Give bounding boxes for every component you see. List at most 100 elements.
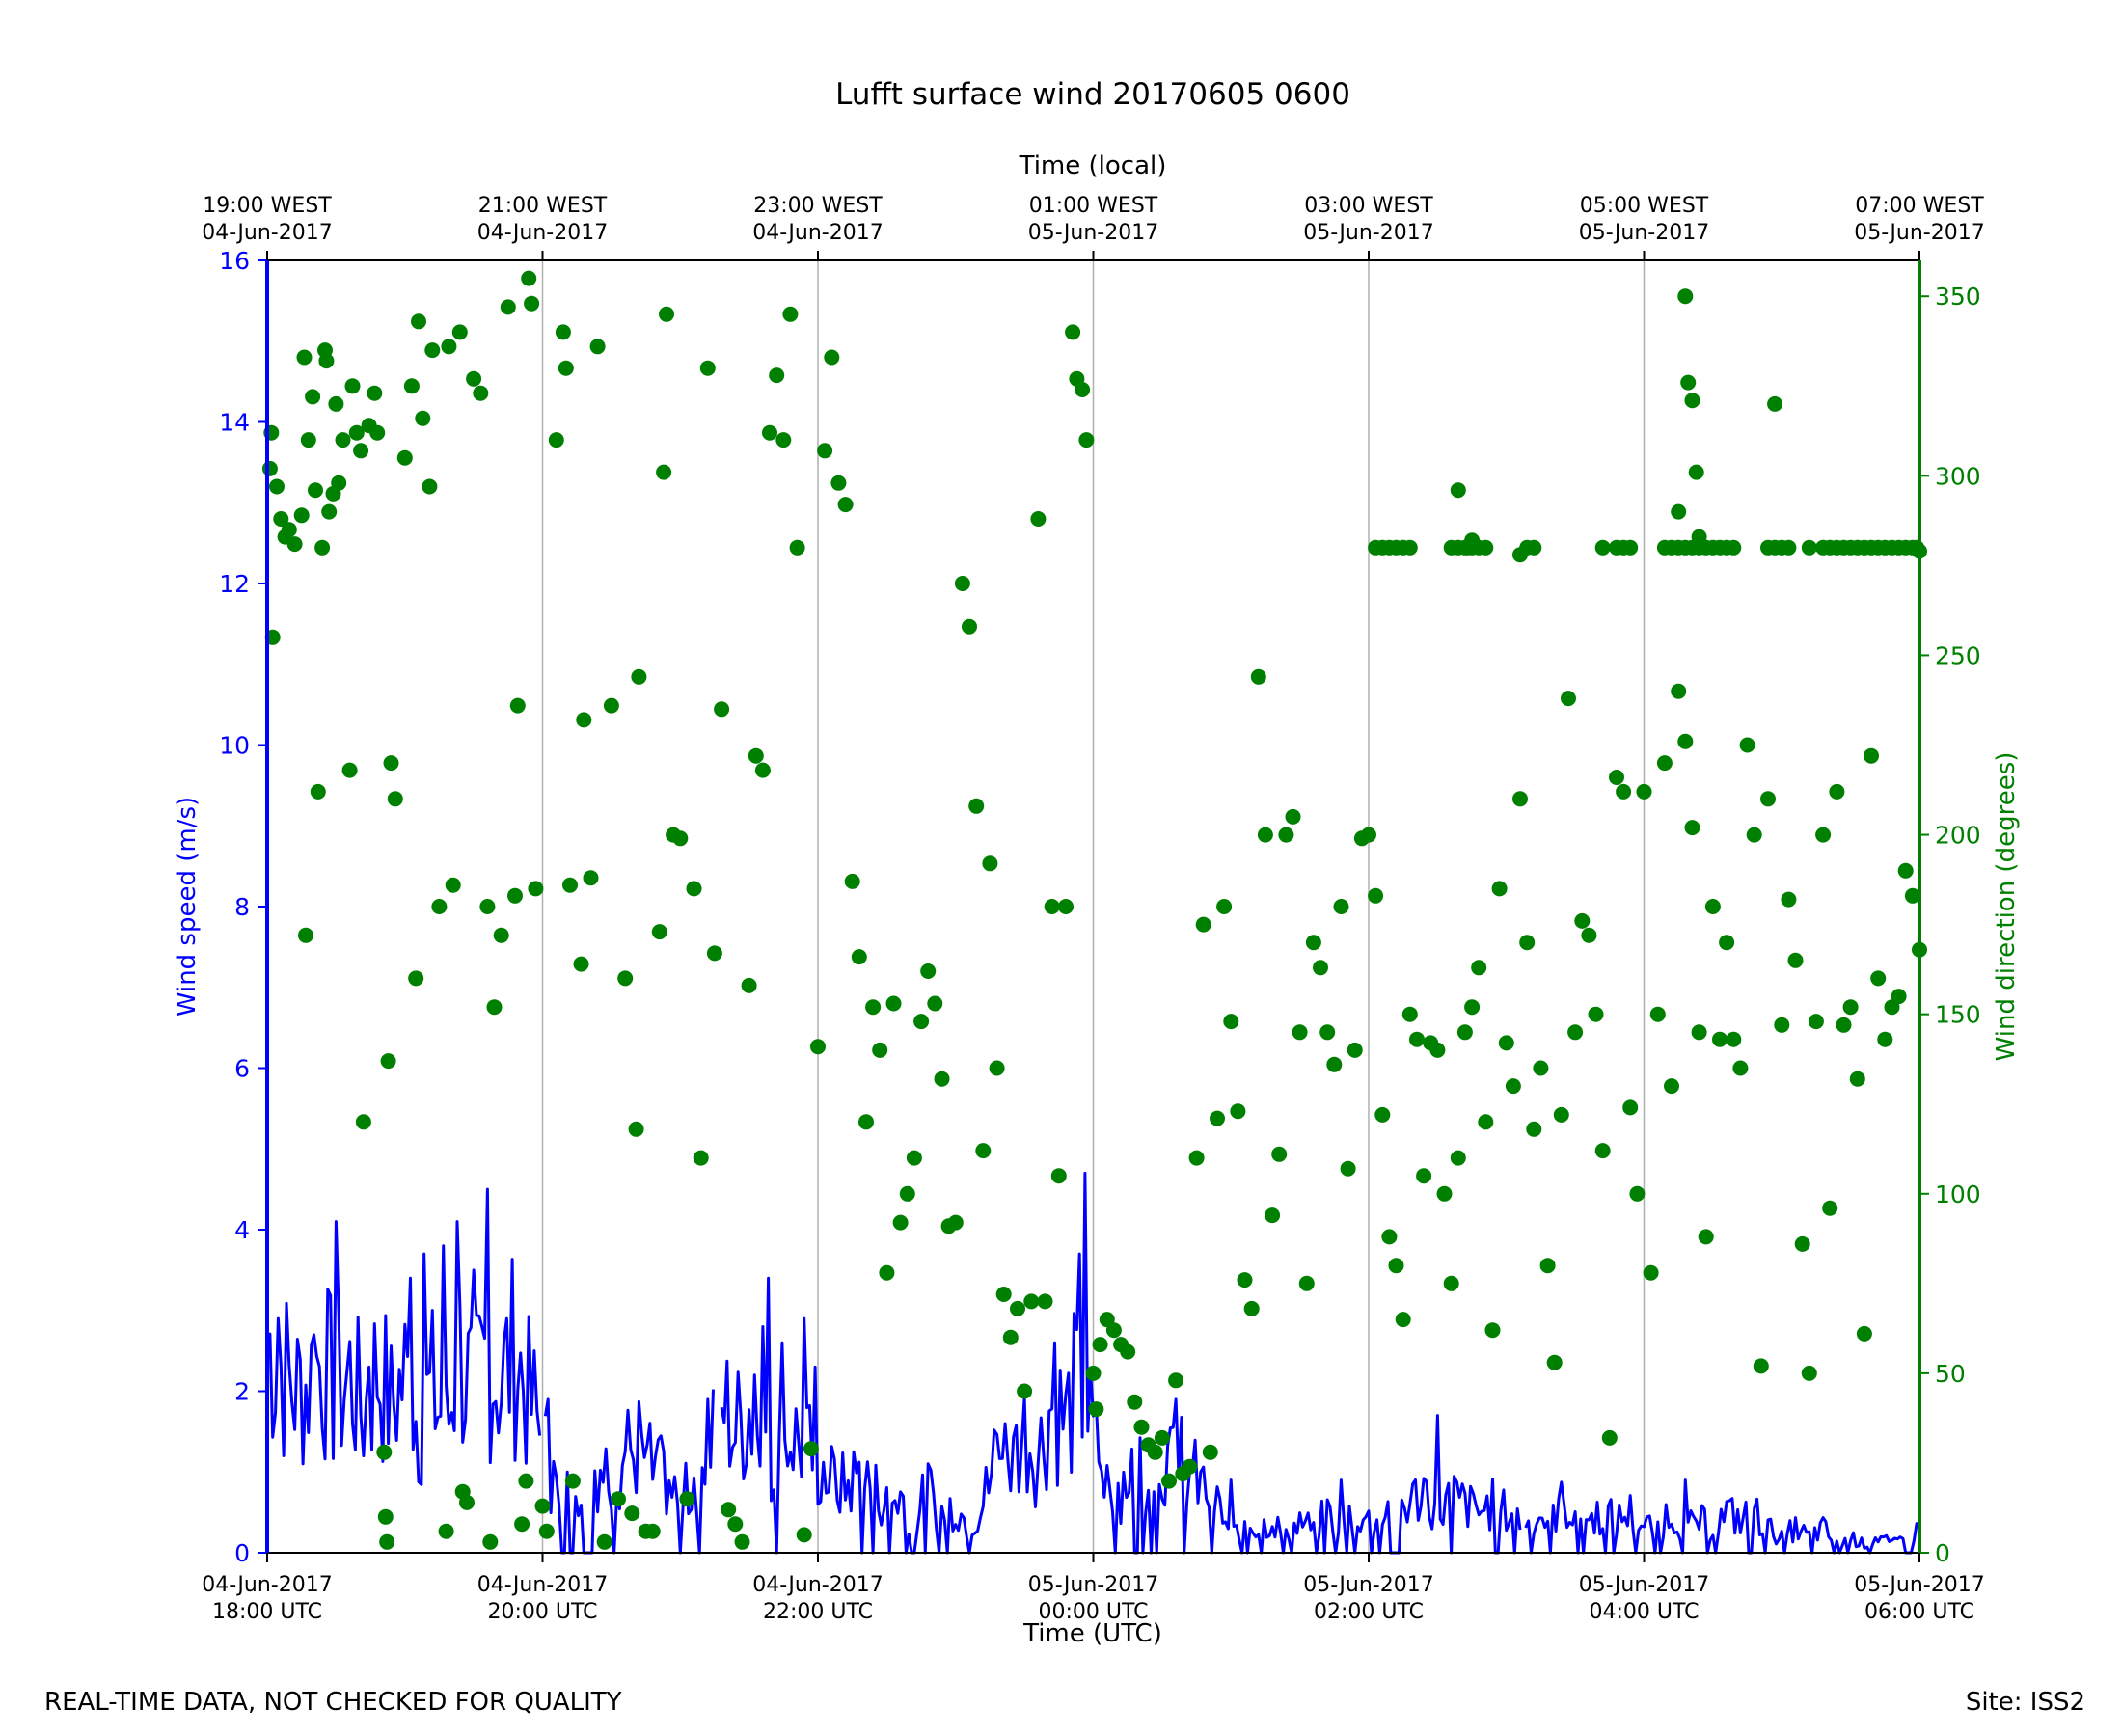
direction-point <box>335 432 351 448</box>
direction-point <box>1719 935 1735 951</box>
direction-point <box>1622 539 1639 556</box>
x-axis-label-bottom: Time (UTC) <box>1022 1619 1162 1648</box>
direction-point <box>844 873 860 889</box>
top-tick-label-date-1: 04-Jun-2017 <box>477 221 608 245</box>
direction-point <box>441 339 457 355</box>
direction-point <box>486 999 503 1016</box>
top-tick-label-time-0: 19:00 WEST <box>203 194 332 218</box>
direction-point <box>369 424 386 441</box>
y-axis-label-left: Wind speed (m/s) <box>173 797 202 1017</box>
direction-point <box>534 1498 551 1514</box>
direction-point <box>1078 432 1095 448</box>
direction-point <box>754 762 771 778</box>
direction-point <box>1588 1006 1604 1022</box>
direction-point <box>1877 1031 1893 1047</box>
direction-point <box>1278 827 1294 843</box>
direction-point <box>573 956 589 972</box>
left-tick-label-7: 14 <box>219 409 250 437</box>
top-tick-label-time-5: 05:00 WEST <box>1580 194 1709 218</box>
direction-point <box>906 1150 922 1166</box>
bottom-tick-label-date-1: 04-Jun-2017 <box>477 1573 608 1597</box>
direction-point <box>1010 1300 1025 1316</box>
direction-point <box>548 432 564 448</box>
direction-point <box>1257 827 1273 843</box>
direction-point <box>1478 1114 1494 1130</box>
direction-point <box>1533 1060 1549 1076</box>
direction-point <box>1182 1458 1198 1475</box>
direction-point <box>1443 1275 1459 1291</box>
top-tick-label-date-3: 05-Jun-2017 <box>1028 221 1158 245</box>
bottom-tick-label-date-5: 05-Jun-2017 <box>1579 1573 1709 1597</box>
direction-point <box>1450 1150 1466 1166</box>
direction-point <box>387 791 403 807</box>
direction-point <box>1712 1031 1728 1047</box>
data-quality-notice: REAL-TIME DATA, NOT CHECKED FOR QUALITY <box>44 1688 622 1717</box>
direction-point <box>1684 393 1700 409</box>
direction-point <box>1801 1365 1817 1381</box>
direction-point <box>1671 683 1687 699</box>
direction-point <box>1594 539 1611 556</box>
direction-point <box>293 507 310 524</box>
direction-point <box>1680 374 1697 391</box>
direction-point <box>524 295 540 312</box>
top-tick-label-date-4: 05-Jun-2017 <box>1303 221 1433 245</box>
direction-point <box>962 618 977 635</box>
direction-point <box>445 877 461 893</box>
direction-point <box>1581 927 1597 943</box>
direction-point <box>1333 899 1349 914</box>
direction-point <box>699 360 716 376</box>
direction-point <box>1464 532 1481 549</box>
direction-point <box>1298 1275 1315 1291</box>
direction-point <box>1519 935 1536 951</box>
x-axis-label-top: Time (local) <box>1019 151 1167 180</box>
direction-point <box>1787 952 1804 968</box>
direction-point <box>810 1039 826 1055</box>
direction-point <box>331 475 347 491</box>
direction-point <box>466 370 482 387</box>
direction-point <box>1133 1419 1150 1435</box>
direction-point <box>1381 1229 1398 1245</box>
right-tick-label-5: 250 <box>1935 641 1981 669</box>
wind-direction-series <box>261 270 1927 1550</box>
direction-point <box>679 1491 695 1507</box>
direction-point <box>1368 887 1384 904</box>
labels: Lufft surface wind 20170605 0600 Time (l… <box>173 77 2021 1648</box>
direction-point <box>415 410 431 426</box>
direction-point <box>1664 1078 1679 1095</box>
direction-point <box>328 395 344 412</box>
top-tick-label-time-2: 23:00 WEST <box>753 194 883 218</box>
direction-point <box>920 963 937 979</box>
direction-point <box>1478 539 1494 556</box>
direction-point <box>314 539 331 556</box>
direction-point <box>1870 970 1887 987</box>
direction-point <box>1677 288 1694 305</box>
direction-point <box>706 945 722 962</box>
top-tick-label-time-4: 03:00 WEST <box>1304 194 1433 218</box>
direction-point <box>269 478 285 495</box>
direction-point <box>879 1264 895 1281</box>
top-tick-label-date-0: 04-Jun-2017 <box>202 221 332 245</box>
right-tick-label-7: 350 <box>1935 283 1981 311</box>
direction-point <box>509 697 526 714</box>
direction-point <box>865 999 882 1016</box>
direction-point <box>1088 1401 1104 1418</box>
direction-point <box>1801 539 1817 556</box>
direction-point <box>851 949 867 965</box>
direction-point <box>1313 960 1328 976</box>
direction-point <box>656 464 672 480</box>
direction-point <box>1781 539 1797 556</box>
bottom-tick-label-date-2: 04-Jun-2017 <box>752 1573 883 1597</box>
direction-point <box>1120 1343 1136 1360</box>
top-tick-label-time-3: 01:00 WEST <box>1029 194 1158 218</box>
direction-point <box>1429 1042 1446 1058</box>
direction-point <box>1092 1337 1108 1353</box>
direction-point <box>1656 755 1673 772</box>
right-tick-label-0: 0 <box>1935 1539 1950 1567</box>
direction-point <box>380 1053 396 1070</box>
direction-point <box>310 783 326 800</box>
direction-point <box>1671 503 1687 520</box>
direction-point <box>1361 827 1376 843</box>
direction-point <box>1574 912 1591 929</box>
direction-point <box>1326 1056 1343 1072</box>
